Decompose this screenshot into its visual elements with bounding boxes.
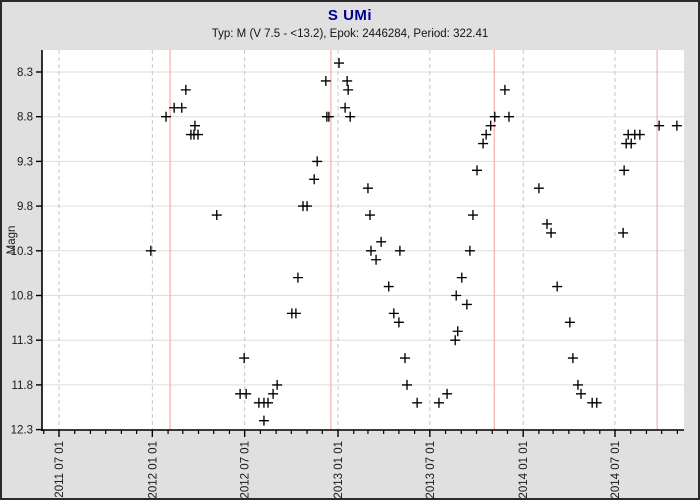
x-tick-label: 2011 07 01 [54, 441, 66, 498]
data-point [180, 84, 191, 95]
data-point [371, 254, 382, 265]
data-point [452, 326, 463, 337]
data-point [241, 388, 252, 399]
chart-title: S UMi [327, 7, 373, 24]
data-point [671, 120, 682, 131]
data-point [334, 58, 345, 69]
y-axis-title: Magn [6, 226, 18, 255]
data-point [618, 227, 629, 238]
x-minor-ticks [43, 430, 678, 434]
x-tick-label: 2014 01 01 [518, 441, 530, 499]
data-point [464, 245, 475, 256]
data-point [654, 120, 665, 131]
vertical-gridlines [58, 50, 616, 430]
data-point [161, 111, 172, 122]
x-tick-label: 2013 07 01 [425, 441, 437, 499]
data-point [402, 379, 413, 390]
data-point [478, 138, 489, 149]
data-point [634, 129, 645, 140]
data-point [546, 227, 557, 238]
data-point [239, 353, 250, 364]
data-point [272, 379, 283, 390]
y-tick-label: 10.3 [11, 246, 33, 258]
data-point [393, 317, 404, 328]
data-point [189, 120, 200, 131]
data-point [340, 102, 351, 113]
data-point [362, 183, 373, 194]
chart-subtitle: Typ: M (V 7.5 - <13.2), Epok: 2446284, P… [211, 28, 489, 40]
data-point [503, 111, 514, 122]
data-point [552, 281, 563, 292]
data-point [302, 201, 313, 212]
y-tick-label: 9.3 [17, 156, 33, 168]
y-tick-label: 11.3 [11, 335, 33, 347]
y-tick-label: 8.8 [17, 112, 33, 124]
data-point [591, 397, 602, 408]
data-point [456, 272, 467, 283]
data-point [383, 281, 394, 292]
data-point [376, 236, 387, 247]
data-point [263, 397, 274, 408]
data-point [312, 156, 323, 167]
x-tick-label: 2012 07 01 [240, 441, 252, 499]
data-point [572, 379, 583, 390]
data-point [499, 84, 510, 95]
data-point [450, 335, 461, 346]
data-point [394, 245, 405, 256]
data-point [412, 397, 423, 408]
data-point [467, 210, 478, 221]
data-point [345, 111, 356, 122]
x-tick-label: 2012 01 01 [147, 441, 159, 499]
data-point [542, 218, 553, 229]
y-tick-label: 12.3 [11, 425, 33, 437]
data-points [145, 58, 682, 426]
x-tick-label: 2014 07 01 [610, 441, 622, 499]
data-point [342, 75, 353, 86]
data-point [320, 75, 331, 86]
data-point [258, 415, 269, 426]
x-tick-label: 2013 01 01 [333, 441, 345, 499]
data-point [533, 183, 544, 194]
data-point [364, 210, 375, 221]
data-point [388, 308, 399, 319]
data-point [145, 245, 156, 256]
y-tick-labels: 8.3 8.8 9.3 9.8 10.3 10.8 11.3 11.8 12.3 [11, 67, 42, 437]
data-point [290, 308, 301, 319]
data-point [211, 210, 222, 221]
y-tick-label: 8.3 [17, 67, 33, 79]
data-point [433, 397, 444, 408]
plot-area [42, 50, 684, 430]
data-point [564, 317, 575, 328]
data-point [323, 111, 334, 122]
y-tick-label: 9.8 [17, 201, 33, 213]
y-tick-label: 10.8 [11, 291, 33, 303]
data-point [442, 388, 453, 399]
data-point [626, 138, 637, 149]
data-point [193, 129, 203, 140]
data-point [576, 388, 587, 399]
data-point [489, 111, 500, 122]
data-point [399, 353, 410, 364]
data-point [268, 388, 279, 399]
x-tick-labels: 2011 07 01 2012 01 01 2012 07 01 2013 01 01… [54, 430, 622, 499]
data-point [451, 290, 462, 301]
data-point [292, 272, 303, 283]
data-point [485, 120, 496, 131]
data-point [461, 299, 472, 310]
data-point [472, 165, 483, 176]
data-point [343, 84, 354, 95]
data-point [176, 102, 187, 113]
data-point [365, 245, 376, 256]
data-point [309, 174, 320, 185]
data-point [567, 353, 578, 364]
data-point [481, 129, 492, 140]
y-tick-label: 11.8 [11, 380, 33, 392]
data-point [619, 165, 630, 176]
